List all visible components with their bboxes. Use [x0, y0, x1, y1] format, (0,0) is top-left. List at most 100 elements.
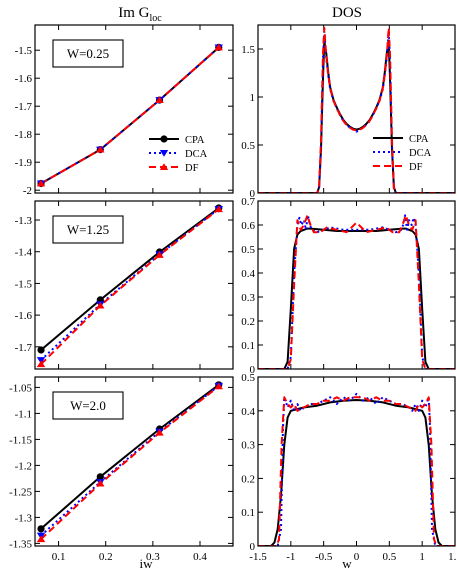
series-df-point: [36, 535, 46, 543]
w-label-box: [52, 215, 124, 244]
y-tick-label: -2: [23, 185, 32, 197]
y-tick-label: -1.5: [15, 278, 33, 290]
series-df-line: [258, 396, 455, 546]
series-dca-line: [258, 392, 455, 546]
panel-d3: -1.5 -1 -0.5 0 0.5 1 1.5 0 0.1 0.2 0.3 0.4 0.5: [241, 372, 457, 563]
series-cpa-point: [96, 473, 104, 481]
x-tick-label: -1.5: [249, 551, 267, 563]
y-tick-label: -1.9: [15, 157, 33, 169]
w-label: W=0.25: [67, 46, 109, 61]
y-tick-label: -1.05: [9, 382, 32, 394]
panel-frame: [257, 200, 456, 370]
plot-area-d3: [258, 392, 455, 546]
series-df-point: [96, 145, 105, 153]
plot-area-g2: [36, 204, 223, 368]
legend-dca-label: DCA: [409, 148, 432, 159]
y-tick-label: -1.1: [15, 408, 32, 420]
x-tick-label: 0: [354, 551, 360, 563]
legend-left: CPA DCA DF: [149, 135, 208, 174]
w-label-box: [52, 391, 124, 420]
right-xaxis-label: w: [342, 556, 352, 571]
y-tick-label: -1.35: [9, 538, 32, 550]
x-tick-label: 0.4: [193, 551, 207, 563]
series-dca-line: [258, 30, 455, 193]
y-tick-label: 0.3: [241, 440, 255, 452]
y-tick-label: 0.5: [241, 244, 255, 256]
y-tick-label: -1.6: [15, 310, 33, 322]
y-tick-label: 0.5: [241, 140, 255, 152]
x-tick-label: 0.2: [99, 551, 113, 563]
y-tick-label: -1.6: [15, 73, 33, 85]
series-dca-line: [258, 214, 455, 369]
series-df-point: [214, 382, 223, 390]
panel-g3: 0.1 0.2 0.3 0.4 -1.35 -1.3 -1.25 -1.2 -1.15 -1.1 -…: [9, 376, 234, 563]
panel-frame: [34, 376, 234, 547]
w-label: W=1.25: [67, 222, 109, 237]
left-title-main: Im G: [118, 5, 149, 21]
series-df-line: [40, 208, 220, 365]
panel-frame: [34, 24, 234, 194]
x-tick-label: 1: [419, 551, 425, 563]
y-tick-label: 0.2: [241, 316, 255, 328]
legend-dca-marker: [159, 150, 169, 157]
panel-frame: [257, 24, 456, 194]
y-tick-label: 0.4: [241, 268, 255, 280]
y-tick-label: 1: [250, 92, 256, 104]
panel-g1: -2 -1.9 -1.8 -1.7 -1.6 -1.5 W=0.25: [15, 24, 234, 197]
series-df-point: [96, 479, 105, 487]
series-cpa-line: [258, 40, 455, 193]
panel-frame: [34, 200, 234, 370]
legend-cpa-label: CPA: [185, 135, 205, 146]
series-df-point: [36, 360, 46, 368]
y-tick-label: 0.6: [241, 220, 255, 232]
y-tick-label: -1.3: [15, 512, 33, 524]
panel-frame: [257, 376, 456, 547]
w-label: W=2.0: [70, 398, 106, 413]
y-tick-label: -1.8: [15, 129, 33, 141]
legend-df-label: DF: [185, 163, 199, 174]
legend-cpa-marker: [160, 135, 168, 143]
legend-df-marker: [159, 163, 169, 170]
y-tick-label: -1.15: [9, 434, 32, 446]
y-tick-label: -1.25: [9, 486, 32, 498]
series-cpa-point: [37, 346, 45, 354]
plot-area-g3: [36, 381, 223, 543]
series-cpa-point: [37, 525, 45, 533]
panel-d2: 0 0.1 0.2 0.3 0.4 0.5 0.6 0.7: [241, 196, 456, 376]
x-tick-label: 1.5: [448, 551, 457, 563]
plot-area-g1: [36, 43, 223, 188]
series-df-point: [155, 428, 164, 436]
panel-g2: -1.7 -1.6 -1.5 -1.4 -1.3 W=1.25: [15, 200, 234, 370]
legend-cpa-label: CPA: [409, 134, 429, 145]
y-tick-label: -1.4: [15, 247, 33, 259]
legend-df-label: DF: [409, 162, 423, 173]
series-dca-line: [40, 46, 220, 185]
x-tick-label: 0.5: [382, 551, 396, 563]
series-df-point: [214, 43, 223, 51]
series-df-point: [36, 179, 46, 187]
series-cpa-line: [258, 227, 455, 369]
y-tick-label: 0: [250, 364, 256, 376]
series-cpa-line: [40, 207, 220, 351]
y-tick-label: 1.5: [241, 44, 255, 56]
x-tick-label: -1: [286, 551, 295, 563]
x-tick-label: 0.1: [52, 551, 66, 563]
legend-dca-label: DCA: [185, 149, 208, 160]
plot-area-d2: [258, 214, 455, 369]
y-tick-label: 0.5: [241, 372, 255, 384]
y-tick-label: -1.7: [15, 101, 33, 113]
legend-right: CPA DCA DF: [373, 134, 432, 173]
y-tick-label: -1.5: [15, 45, 33, 57]
y-tick-label: -1.7: [15, 342, 33, 354]
series-df-line: [258, 26, 455, 193]
series-df-point: [96, 301, 105, 309]
series-df-line: [40, 46, 220, 185]
y-tick-label: 0: [250, 188, 256, 200]
series-df-point: [214, 205, 223, 213]
left-xaxis-label: iw: [140, 556, 154, 571]
y-tick-label: 0.1: [241, 340, 255, 352]
series-df-point: [155, 96, 164, 103]
y-tick-label: 0: [250, 541, 256, 553]
series-cpa-line: [258, 399, 455, 546]
